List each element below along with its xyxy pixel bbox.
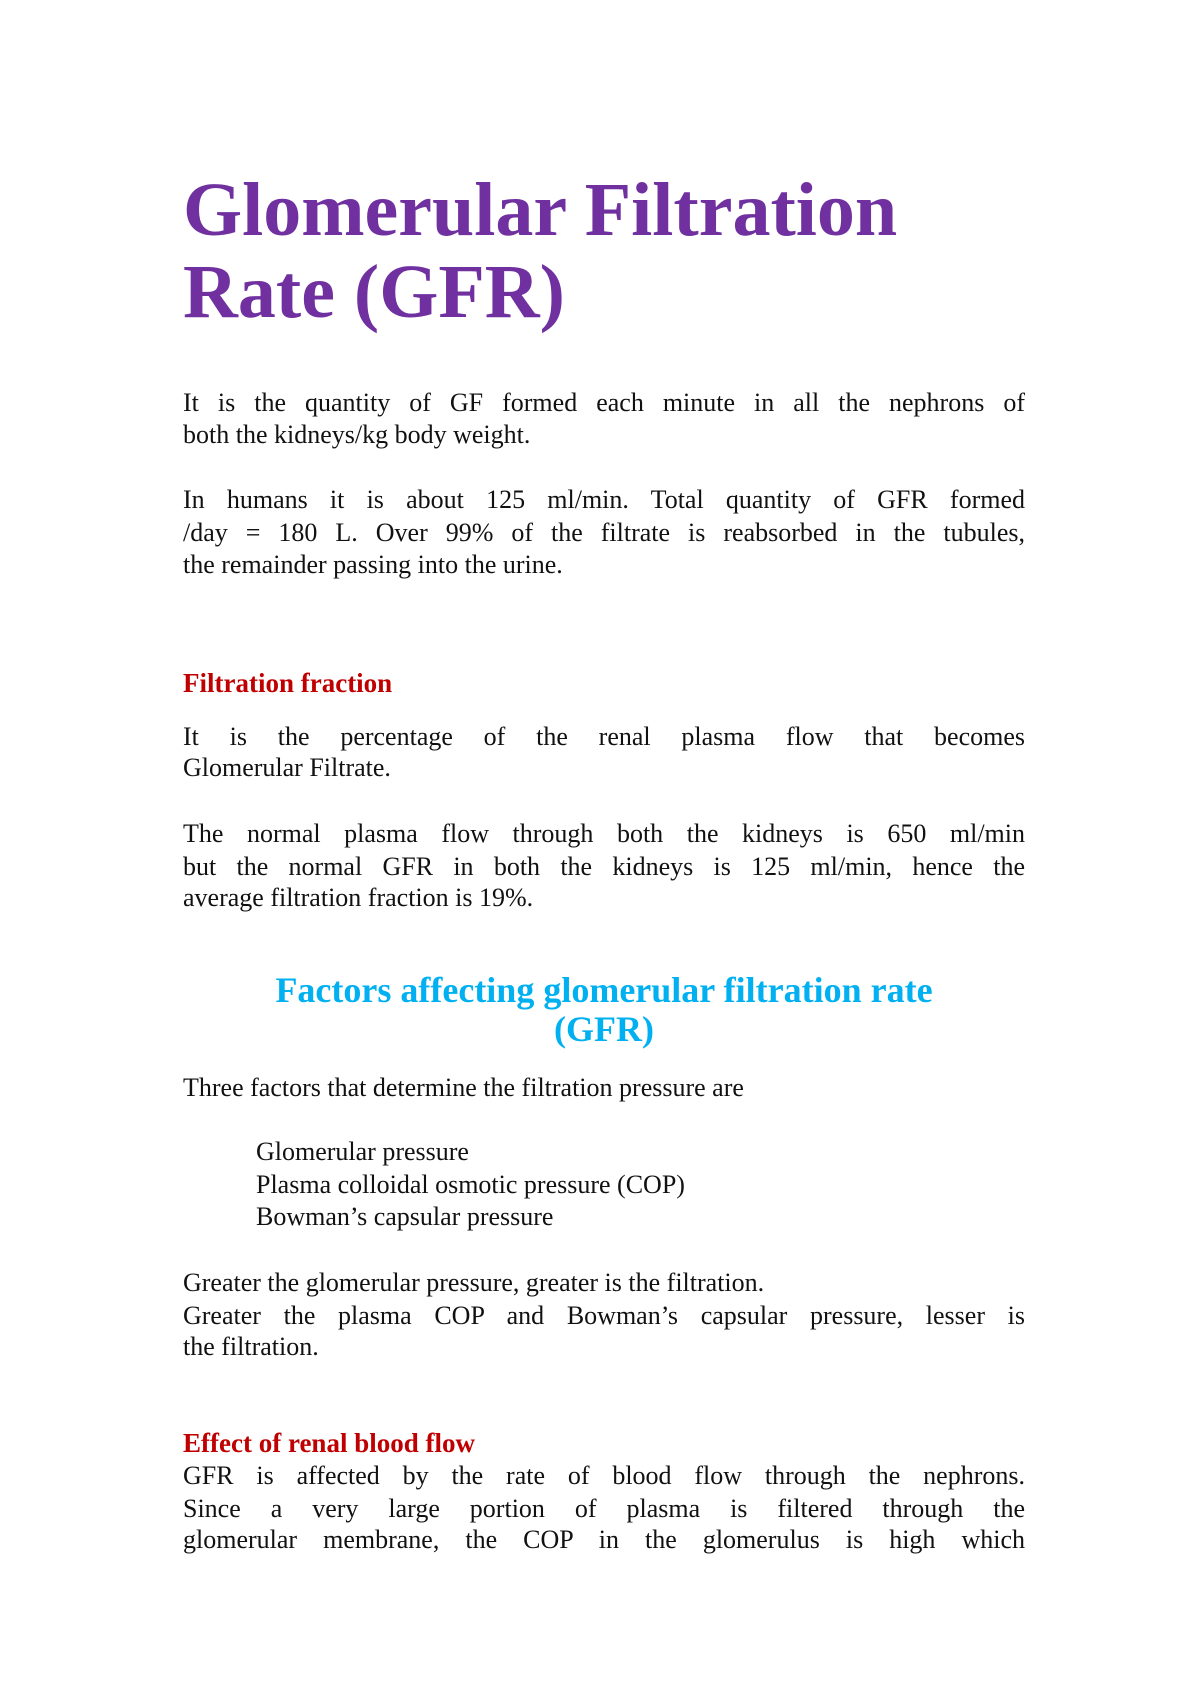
heading-renal-blood-flow: Effect of renal blood flow [183,1428,475,1458]
paragraph-line: The normal plasma flow through both the … [183,819,1025,848]
paragraph-line: It is the quantity of GF formed each min… [183,388,1025,417]
paragraph-line: Greater the glomerular pressure, greater… [183,1268,765,1297]
paragraph-line: In humans it is about 125 ml/min. Total … [183,485,1025,514]
paragraph-line: but the normal GFR in both the kidneys i… [183,852,1025,881]
factor-item: Plasma colloidal osmotic pressure (COP) [256,1170,685,1199]
paragraph-line: the filtration. [183,1332,319,1361]
paragraph-line: both the kidneys/kg body weight. [183,420,531,449]
paragraph-line: GFR is affected by the rate of blood flo… [183,1461,1025,1490]
paragraph-line: average filtration fraction is 19%. [183,883,534,912]
paragraph-line: Greater the plasma COP and Bowman’s caps… [183,1301,1025,1330]
paragraph-line: /day = 180 L. Over 99% of the filtrate i… [183,518,1025,547]
paragraph-line: Since a very large portion of plasma is … [183,1494,1025,1523]
document-title-line-2: Rate (GFR) [183,250,565,334]
heading-factors-line-2: (GFR) [554,1009,654,1049]
heading-factors-line-1: Factors affecting glomerular filtration … [275,970,933,1010]
paragraph-line: It is the percentage of the renal plasma… [183,722,1025,751]
factor-item: Bowman’s capsular pressure [256,1202,554,1231]
paragraph-line: the remainder passing into the urine. [183,550,563,579]
paragraph-line: Three factors that determine the filtrat… [183,1073,744,1102]
heading-filtration-fraction: Filtration fraction [183,668,393,698]
paragraph-line: Glomerular Filtrate. [183,753,391,782]
paragraph-line: glomerular membrane, the COP in the glom… [183,1525,1025,1554]
document-title-line-1: Glomerular Filtration [183,168,898,252]
factor-item: Glomerular pressure [256,1137,469,1166]
